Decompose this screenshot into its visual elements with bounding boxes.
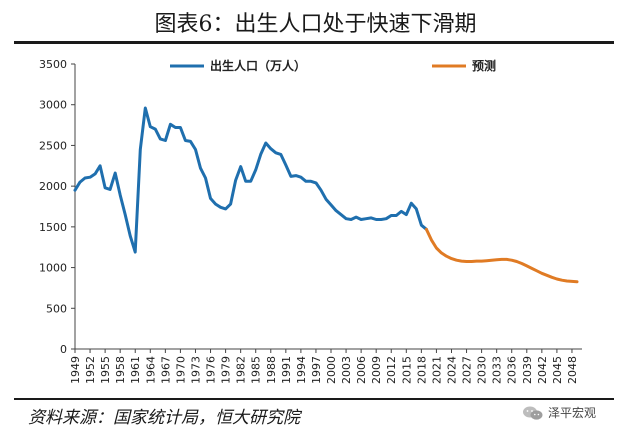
x-tick-label: 1949 [69, 356, 82, 384]
x-tick-label: 1982 [235, 356, 248, 384]
x-tick-label: 2012 [385, 356, 398, 384]
y-tick-label: 0 [60, 343, 67, 356]
y-tick-label: 1000 [39, 262, 67, 275]
series-lines [73, 106, 579, 284]
x-tick-label: 2009 [370, 356, 383, 384]
y-tick-label: 2500 [39, 139, 67, 152]
x-tick-label: 2033 [491, 356, 504, 384]
x-tick-label: 1955 [99, 356, 112, 384]
x-tick-label: 2018 [415, 356, 428, 384]
y-tick-label: 1500 [39, 221, 67, 234]
x-tick-label: 2006 [355, 356, 368, 384]
x-tick-label: 1988 [265, 356, 278, 384]
page-title: 图表6：出生人口处于快速下滑期 [154, 12, 477, 37]
x-tick-label: 2045 [551, 356, 564, 384]
x-tick-label: 2048 [566, 356, 579, 384]
x-tick-label: 1991 [280, 356, 293, 384]
x-tick-label: 1979 [220, 356, 233, 384]
footer-divider [14, 398, 614, 400]
x-tick-label: 2024 [445, 356, 458, 384]
x-tick-label: 2036 [506, 356, 519, 384]
brand-label: 泽平宏观 [548, 406, 597, 420]
title-divider [14, 41, 614, 44]
x-tick-label: 2039 [521, 356, 534, 384]
y-tick-label: 500 [46, 302, 67, 315]
x-tick-label: 1997 [310, 356, 323, 384]
x-tick-label: 2030 [476, 356, 489, 384]
x-tick-label: 1952 [84, 356, 97, 384]
y-tick-label: 2000 [39, 180, 67, 193]
x-tick-label: 2021 [430, 356, 443, 384]
y-tick-label: 3500 [39, 58, 67, 71]
source-note: 资料来源：国家统计局，恒大研究院 [28, 408, 300, 428]
x-tick-label: 1967 [159, 356, 172, 384]
x-tick-label: 1970 [174, 356, 187, 384]
legend-label-actual: 出生人口（万人） [210, 58, 306, 73]
x-tick-label: 2003 [340, 356, 353, 384]
brand-watermark: 泽平宏观 [522, 404, 596, 421]
chart-axes [74, 64, 582, 350]
wechat-icon [523, 406, 543, 420]
series-line-actual [73, 106, 428, 254]
x-tick-label: 1958 [114, 356, 127, 384]
x-tick-label: 1961 [129, 356, 142, 384]
x-tick-label: 1994 [295, 356, 308, 384]
x-tick-labels: 1949 1952 1955 1958 1961 1964 1967 1970 1973 1976… [69, 349, 579, 384]
legend: 出生人口（万人） 预测 [170, 58, 496, 73]
series-line-forecast [424, 227, 579, 284]
x-tick-label: 2027 [461, 356, 474, 384]
x-tick-label: 2042 [536, 356, 549, 384]
x-tick-label: 2000 [325, 356, 338, 384]
x-tick-label: 2015 [400, 356, 413, 384]
y-tick-labels: 0 500 1000 1500 2000 2500 3000 3500 [39, 58, 75, 356]
legend-label-forecast: 预测 [472, 58, 496, 73]
x-tick-label: 1973 [189, 356, 202, 384]
y-tick-label: 3000 [39, 99, 67, 112]
x-tick-label: 1976 [205, 356, 218, 384]
x-tick-label: 1985 [250, 356, 263, 384]
x-tick-label: 1964 [144, 356, 157, 384]
